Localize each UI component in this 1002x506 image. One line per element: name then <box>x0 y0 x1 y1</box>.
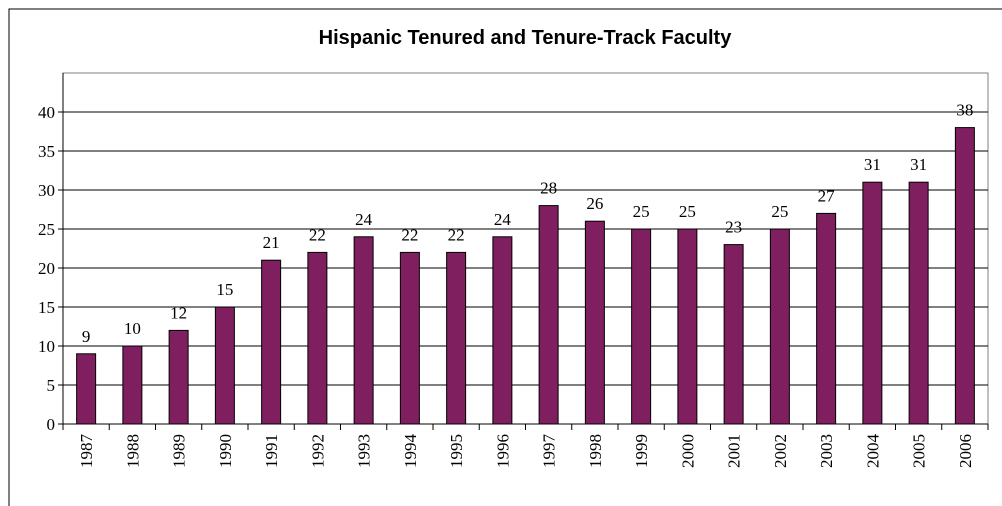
data-label: 26 <box>586 194 603 213</box>
data-label: 9 <box>82 327 91 346</box>
bar <box>631 228 652 425</box>
x-tick-label: 2001 <box>725 434 744 468</box>
x-tick-label: 1991 <box>262 434 281 468</box>
bar <box>353 236 374 425</box>
bar <box>584 220 605 425</box>
data-label: 15 <box>216 280 233 299</box>
bar <box>538 205 559 425</box>
x-tick-label: 1992 <box>308 434 327 468</box>
data-label: 22 <box>309 225 326 244</box>
x-tick-label: 2000 <box>678 434 697 468</box>
data-label: 38 <box>956 101 973 120</box>
bar <box>261 259 282 425</box>
y-tick-label: 35 <box>38 142 55 161</box>
bar <box>769 228 790 425</box>
data-label: 12 <box>170 303 187 322</box>
x-tick-label: 1995 <box>447 434 466 468</box>
data-label: 25 <box>771 202 788 221</box>
data-label: 22 <box>401 225 418 244</box>
y-tick-label: 15 <box>38 298 55 317</box>
x-tick-label: 2004 <box>863 434 882 469</box>
bar <box>214 306 235 425</box>
data-label: 28 <box>540 179 557 198</box>
bar <box>446 251 467 425</box>
data-label: 21 <box>263 233 280 252</box>
y-tick-label: 25 <box>38 220 55 239</box>
plot-area <box>62 72 989 425</box>
x-tick-label: 1989 <box>170 434 189 468</box>
x-tick-label: 2003 <box>817 434 836 468</box>
y-tick-label: 0 <box>47 415 56 434</box>
x-tick-label: 2005 <box>910 434 929 468</box>
x-tick-label: 1998 <box>586 434 605 468</box>
x-tick-label: 1999 <box>632 434 651 468</box>
bar <box>677 228 698 425</box>
bar <box>862 181 883 425</box>
bar <box>954 127 975 425</box>
data-label: 25 <box>633 202 650 221</box>
y-tick-label: 20 <box>38 259 55 278</box>
chart-frame <box>8 8 1002 506</box>
x-tick-label: 1994 <box>401 434 420 469</box>
x-tick-label: 1988 <box>123 434 142 468</box>
x-tick-label: 2006 <box>956 434 975 468</box>
bar <box>723 244 744 425</box>
bar <box>307 251 328 425</box>
data-label: 31 <box>910 155 927 174</box>
x-tick-label: 2002 <box>771 434 790 468</box>
bar <box>399 251 420 425</box>
bar <box>122 345 143 425</box>
data-label: 24 <box>494 210 512 229</box>
data-label: 31 <box>864 155 881 174</box>
x-tick-label: 1990 <box>216 434 235 468</box>
data-label: 24 <box>355 210 373 229</box>
y-tick-label: 5 <box>47 376 56 395</box>
data-label: 25 <box>679 202 696 221</box>
data-label: 22 <box>448 225 465 244</box>
data-label: 10 <box>124 319 141 338</box>
data-label: 23 <box>725 218 742 237</box>
x-tick-label: 1993 <box>355 434 374 468</box>
x-tick-label: 1987 <box>77 434 96 469</box>
bar <box>168 329 189 425</box>
data-label: 27 <box>818 186 836 205</box>
x-tick-label: 1997 <box>540 434 559 469</box>
bar <box>908 181 929 425</box>
y-tick-label: 40 <box>38 103 55 122</box>
y-tick-label: 10 <box>38 337 55 356</box>
y-tick-label: 30 <box>38 181 55 200</box>
bar <box>492 236 513 425</box>
x-tick-label: 1996 <box>493 434 512 468</box>
bar <box>816 212 837 425</box>
chart-title: Hispanic Tenured and Tenure-Track Facult… <box>319 27 733 49</box>
bar <box>76 353 97 425</box>
